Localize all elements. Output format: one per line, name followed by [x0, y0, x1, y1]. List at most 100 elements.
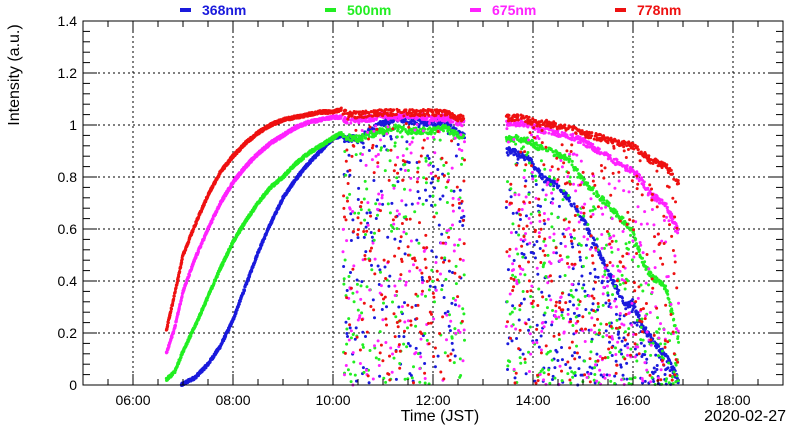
data-point: [622, 336, 626, 340]
data-point: [390, 229, 394, 233]
data-point: [392, 186, 396, 190]
data-point: [604, 329, 608, 333]
data-point: [512, 258, 516, 262]
data-point: [571, 324, 575, 328]
data-point: [634, 237, 638, 241]
data-point: [458, 219, 462, 223]
data-point: [618, 317, 622, 321]
data-point: [386, 148, 390, 152]
data-point: [447, 228, 451, 232]
data-point: [345, 332, 349, 335]
data-point: [549, 182, 553, 186]
data-point: [551, 187, 555, 191]
data-point: [462, 133, 466, 137]
data-point: [667, 361, 671, 365]
data-point: [647, 283, 651, 287]
data-point: [394, 315, 398, 319]
data-point: [461, 307, 465, 311]
data-point: [506, 153, 510, 157]
data-point: [543, 198, 547, 202]
data-point: [637, 313, 641, 317]
data-point: [521, 145, 525, 149]
data-point: [599, 254, 603, 258]
data-point: [635, 323, 639, 327]
data-point: [423, 381, 427, 385]
data-point: [570, 242, 574, 246]
data-point: [566, 372, 570, 376]
data-point: [593, 275, 597, 279]
data-point: [414, 324, 418, 328]
data-point: [521, 352, 525, 356]
data-point: [378, 202, 382, 206]
data-point: [536, 272, 540, 276]
data-point: [379, 189, 383, 193]
data-point: [182, 349, 186, 353]
data-point: [404, 280, 408, 284]
data-point: [511, 262, 515, 266]
data-point: [618, 283, 622, 287]
data-point: [571, 375, 575, 379]
data-point: [595, 237, 599, 241]
data-point: [393, 184, 397, 188]
data-point: [378, 330, 382, 334]
data-point: [508, 360, 512, 364]
data-point: [374, 202, 378, 206]
data-point: [525, 242, 529, 246]
data-point: [374, 154, 378, 158]
data-point: [609, 379, 613, 383]
data-point: [588, 271, 592, 275]
data-point: [421, 278, 424, 282]
data-point: [613, 374, 617, 378]
data-point: [611, 293, 615, 297]
data-point: [513, 306, 517, 310]
data-point: [615, 318, 619, 322]
data-point: [342, 265, 346, 269]
data-point: [421, 281, 424, 285]
data-point: [539, 334, 543, 338]
data-point: [405, 345, 409, 349]
data-point: [624, 307, 628, 311]
data-point: [516, 252, 520, 256]
data-point: [457, 304, 461, 308]
data-point: [541, 368, 545, 372]
data-point: [645, 357, 649, 361]
data-point: [556, 216, 560, 220]
data-point: [524, 372, 528, 376]
data-point: [392, 222, 396, 226]
data-point: [453, 136, 457, 140]
data-point: [511, 211, 515, 215]
data-point: [623, 344, 627, 348]
data-point: [376, 207, 379, 211]
data-point: [446, 310, 450, 314]
data-point: [395, 176, 399, 180]
data-point: [401, 154, 405, 158]
data-point: [608, 351, 612, 355]
data-point: [355, 379, 358, 383]
data-point: [593, 207, 597, 211]
data-point: [345, 121, 349, 125]
data-point: [385, 132, 389, 136]
data-point: [377, 357, 381, 361]
data-point: [356, 308, 360, 312]
data-point: [348, 207, 352, 211]
data-point: [360, 311, 364, 315]
data-point: [652, 380, 656, 384]
data-point: [409, 151, 413, 155]
data-point: [542, 371, 546, 375]
data-point: [448, 313, 451, 317]
data-point: [516, 157, 520, 161]
data-point: [530, 158, 534, 162]
data-point: [450, 301, 454, 305]
data-point: [415, 238, 419, 242]
data-point: [423, 361, 427, 365]
data-point: [428, 284, 432, 288]
data-point: [542, 261, 546, 265]
data-point: [424, 198, 428, 202]
data-point: [420, 292, 424, 296]
data-point: [564, 362, 568, 366]
data-point: [361, 343, 365, 347]
data-point: [574, 288, 578, 292]
data-point: [448, 269, 451, 273]
data-point: [595, 352, 599, 356]
data-point: [584, 307, 588, 311]
